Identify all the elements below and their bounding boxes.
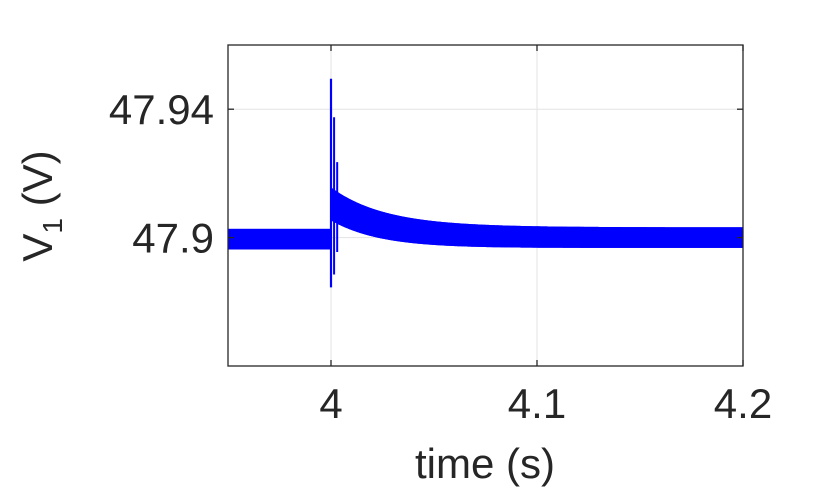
y-axis-label: V1 (V) [14,150,68,261]
x-tick-label: 4.2 [714,380,772,427]
x-axis-label: time (s) [415,440,555,487]
plot-frame [227,44,744,367]
series-layer [227,78,744,288]
y-tick-label: 47.94 [109,86,214,133]
grid-lines [228,45,744,366]
x-tick-label: 4.1 [508,380,566,427]
tick-marks [228,45,744,366]
y-axis-label-subscript: 1 [37,218,68,234]
y-axis-label-unit: (V) [14,150,61,218]
y-tick-label: 47.9 [132,215,214,262]
x-tick-label: 4 [319,380,342,427]
series-line [227,187,744,250]
y-axis-label-main: V [14,234,61,262]
tick-labels: 4 4.1 4.2 47.9 47.94 [109,86,772,427]
